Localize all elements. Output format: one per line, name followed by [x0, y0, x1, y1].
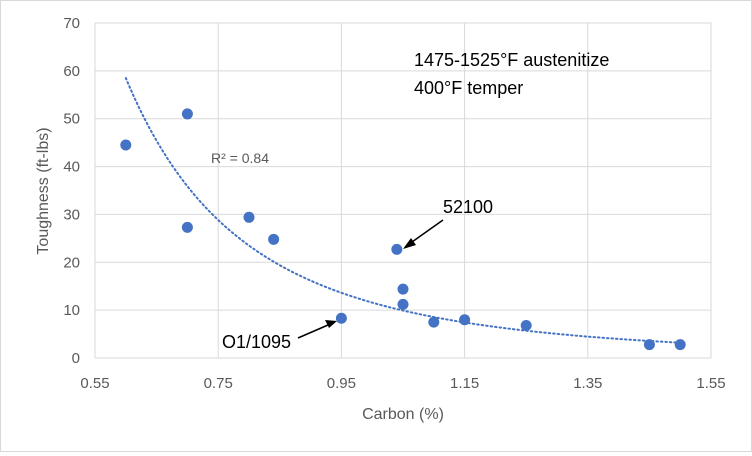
- r-squared-label: R² = 0.84: [211, 150, 269, 166]
- y-tick-label: 70: [63, 15, 80, 32]
- y-tick-labels: 0 10 20 30 40 50 60 70: [63, 15, 80, 367]
- grid: [94, 22, 712, 359]
- x-tick-label: 1.55: [696, 375, 725, 392]
- data-point: [268, 233, 280, 245]
- data-point: [181, 108, 193, 120]
- x-tick-label: 1.35: [573, 375, 602, 392]
- x-tick-label: 0.75: [204, 375, 233, 392]
- y-tick-label: 60: [63, 63, 80, 80]
- arrow-o1-1095: [297, 320, 337, 339]
- y-tick-label: 30: [63, 206, 80, 223]
- y-tick-label: 10: [63, 302, 80, 319]
- x-tick-label: 0.95: [327, 375, 356, 392]
- conditions-line-1: 1475-1525°F austenitize: [414, 50, 609, 70]
- label-o1-1095: O1/1095: [222, 332, 291, 352]
- data-point: [397, 298, 409, 310]
- data-point: [643, 339, 655, 351]
- x-tick-label: 1.15: [450, 375, 479, 392]
- data-point: [391, 243, 403, 255]
- data-point: [520, 319, 532, 331]
- data-point: [243, 211, 255, 223]
- y-tick-label: 0: [72, 350, 80, 367]
- data-point: [459, 314, 471, 326]
- data-point: [335, 312, 347, 324]
- x-tick-labels: 0.55 0.75 0.95 1.15 1.35 1.55: [80, 375, 725, 392]
- x-tick-label: 0.55: [80, 375, 109, 392]
- data-point: [181, 221, 193, 233]
- data-point: [120, 139, 132, 151]
- y-tick-label: 20: [63, 254, 80, 271]
- data-point: [674, 339, 686, 351]
- data-point: [428, 316, 440, 328]
- conditions-line-2: 400°F temper: [414, 78, 523, 98]
- trendline: [124, 77, 682, 344]
- y-tick-label: 50: [63, 111, 80, 128]
- data-points: [120, 108, 686, 351]
- arrow-52100: [403, 219, 444, 249]
- y-tick-label: 40: [63, 159, 80, 176]
- label-52100: 52100: [443, 197, 493, 217]
- data-point: [397, 283, 409, 295]
- x-axis-title: Carbon (%): [362, 406, 444, 423]
- y-axis-title: Toughness (ft-lbs): [35, 127, 52, 254]
